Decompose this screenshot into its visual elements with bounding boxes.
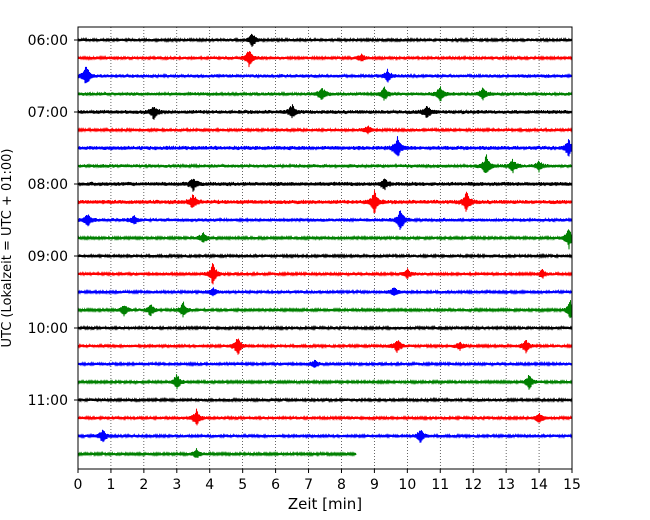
trace-1115: [77, 408, 573, 426]
trace-0700: [77, 104, 573, 120]
x-tick-label: 6: [271, 477, 280, 493]
x-tick-label: 14: [530, 477, 548, 493]
trace-0600: [77, 33, 573, 47]
y-tick-label: 11:00: [28, 393, 68, 409]
trace-1045: [77, 374, 573, 390]
y-tick-label: 07:00: [28, 105, 68, 121]
x-tick-label: 9: [370, 477, 379, 493]
x-tick-label: 12: [464, 477, 482, 493]
trace-0900: [77, 252, 573, 260]
trace-0630: [77, 66, 573, 84]
trace-0815: [77, 190, 573, 214]
x-tick-label: 11: [431, 477, 449, 493]
trace-0800: [77, 178, 573, 192]
x-axis-label: Zeit [min]: [288, 495, 362, 513]
trace-1030: [77, 359, 573, 368]
trace-1100: [77, 396, 573, 404]
y-tick-label: 08:00: [28, 177, 68, 193]
trace-0945: [77, 300, 573, 319]
y-tick-label: 09:00: [28, 249, 68, 265]
trace-1015: [77, 338, 573, 355]
trace-0615: [77, 51, 573, 68]
trace-1000: [77, 324, 573, 332]
trace-1145: [77, 448, 357, 458]
traces: [77, 33, 573, 458]
trace-0730: [77, 136, 573, 157]
trace-0830: [77, 210, 573, 230]
x-tick-label: 1: [106, 477, 115, 493]
trace-0645: [77, 86, 573, 102]
x-tick-label: 5: [238, 477, 247, 493]
x-tick-label: 0: [74, 477, 83, 493]
x-tick-label: 13: [497, 477, 515, 493]
trace-0845: [77, 229, 573, 250]
x-tick-label: 2: [139, 477, 148, 493]
trace-1130: [77, 429, 573, 443]
y-tick-label: 06:00: [28, 33, 68, 49]
trace-0930: [77, 287, 573, 297]
y-tick-label: 10:00: [28, 321, 68, 337]
x-tick-label: 4: [205, 477, 214, 493]
x-tick-label: 3: [172, 477, 181, 493]
y-axis-label: UTC (Lokalzeit = UTC + 01:00): [0, 149, 15, 348]
x-axis: 0 1 2 3 4 5 6 7 8 9 10 11 12 13 14 15: [74, 469, 581, 493]
x-tick-label: 10: [398, 477, 416, 493]
trace-0915: [77, 263, 573, 285]
x-tick-label: 8: [337, 477, 346, 493]
x-tick-label: 15: [563, 477, 581, 493]
x-tick-label: 7: [304, 477, 313, 493]
trace-0745: [77, 154, 573, 174]
plot-frame: [77, 26, 573, 470]
trace-0715: [77, 125, 573, 135]
y-axis: 06:00 07:00 08:00 09:00 10:00 11:00: [28, 33, 78, 409]
